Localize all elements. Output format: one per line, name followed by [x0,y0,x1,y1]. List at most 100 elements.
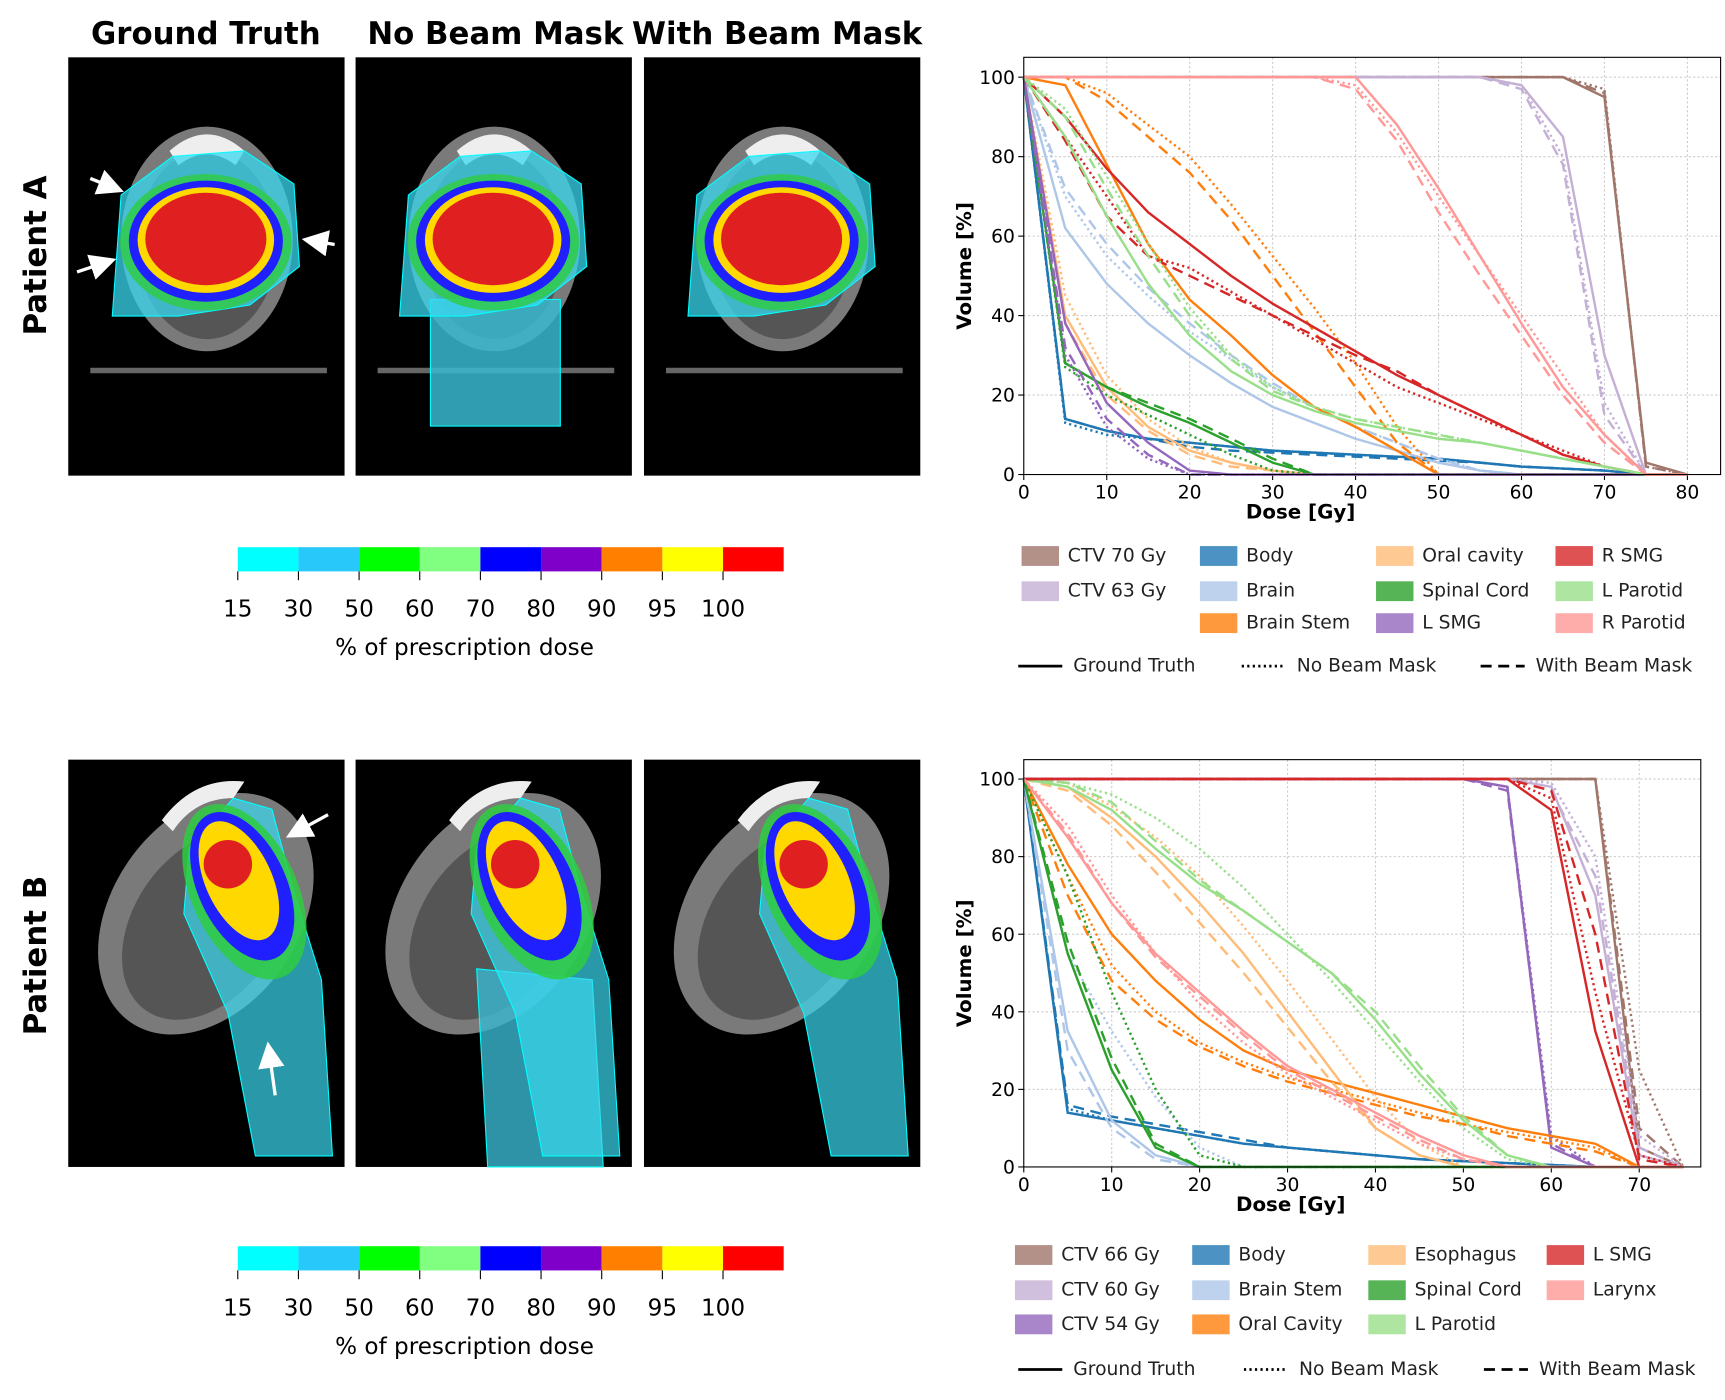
colorbar-segment [298,1246,360,1271]
y-tick-label: 80 [991,147,1015,168]
x-tick-label: 80 [1676,483,1700,504]
colorbar-tick-label: 60 [405,597,434,623]
x-tick-label: 70 [1593,483,1617,504]
plot-frame [1023,56,1722,476]
legend-swatch [1192,1314,1230,1335]
legend-swatch [1014,1245,1053,1265]
dvh-line [1022,778,1684,1169]
legend-label: R SMG [1602,545,1663,566]
dvh-line [1023,75,1688,476]
colorbar-segment [662,547,724,572]
y-axis-label: Volume [%] [953,899,976,1027]
colorbar-segment [601,547,663,572]
legend-swatch [1192,1245,1230,1265]
y-tick-label: 40 [991,1002,1015,1023]
column-title: No Beam Mask [367,16,624,52]
dose-image [340,751,646,1168]
x-tick-label: 30 [1276,1175,1300,1196]
colorbar-segment [601,1246,663,1271]
x-tick-label: 50 [1451,1175,1475,1196]
colorbar-segment [359,547,420,572]
colorbar-segment [419,547,481,572]
legend-swatch [1199,546,1238,566]
colorbar-segment [541,1246,602,1271]
dose-image [355,57,632,476]
dvh-line [1022,778,1684,1169]
legend-swatch [1555,613,1593,634]
legend-swatch [1199,581,1238,602]
legend-swatch [1376,546,1414,566]
colorbar-segment [419,1246,481,1271]
y-tick-label: 60 [991,227,1015,248]
legend-label: Larynx [1593,1280,1657,1301]
legend-swatch [1014,1280,1053,1301]
legend-swatch [1376,581,1414,602]
legend-swatch [1368,1280,1406,1301]
legend-label: L SMG [1422,613,1481,634]
colorbar-segment [723,547,784,572]
legend-label: Brain Stem [1246,613,1350,634]
legend-swatch [1021,546,1059,566]
colorbar-tick-label: 100 [701,597,745,623]
legend-swatch [1192,1280,1230,1301]
column-title: Ground Truth [91,16,321,52]
y-tick-label: 0 [1003,1158,1015,1179]
colorbar-tick-label: 15 [223,1296,252,1322]
colorbar-tick-label: 50 [344,597,373,623]
legend-label: Ground Truth [1073,1359,1195,1380]
legend-label: Spinal Cord [1422,581,1529,602]
patient-label: Patient A [18,175,54,335]
legend-label: L SMG [1593,1245,1652,1266]
colorbar-segment [662,1246,724,1271]
colorbar-tick-label: 50 [344,1296,373,1322]
colorbar-tick-label: 90 [587,597,616,623]
dvh-line [1023,76,1688,476]
legend-swatch [1546,1280,1585,1301]
colorbar-segment [298,547,360,572]
legend-label: Ground Truth [1073,656,1195,677]
dvh-line [1023,777,1684,1169]
dvh-chart: 0 10 20 30 40 50 60 70 0 20 40 60 80 100 Dose [Gy] Volu… [953,759,1702,1380]
x-tick-label: 40 [1344,483,1368,504]
colorbar-tick-label: 100 [701,1296,745,1322]
y-tick-label: 80 [991,847,1015,868]
legend-label: Oral Cavity [1238,1314,1342,1335]
dvh-line [1022,76,1688,476]
colorbar-tick-label: 95 [648,597,677,623]
legend-swatch [1546,1245,1585,1265]
dvh-line [1023,777,1684,1169]
colorbar-tick-label: 80 [526,597,555,623]
legend-label: Body [1238,1245,1285,1266]
colorbar-tick-label: 70 [466,1296,495,1322]
dvh-line [1022,778,1684,1169]
colorbar-segment [237,1246,299,1271]
legend-label: No Beam Mask [1299,1359,1439,1380]
x-tick-label: 10 [1095,483,1119,504]
legend-swatch [1199,613,1238,634]
legend-label: With Beam Mask [1539,1359,1696,1380]
x-tick-label: 20 [1178,483,1202,504]
legend-label: With Beam Mask [1536,656,1693,677]
legend-swatch [1014,1314,1053,1335]
dose-image [643,57,921,476]
x-tick-label: 10 [1100,1175,1124,1196]
legend-label: CTV 70 Gy [1068,545,1167,566]
dvh-line [1022,76,1688,476]
legend-swatch [1368,1314,1406,1335]
legend-label: L Parotid [1415,1314,1496,1335]
x-tick-label: 0 [1018,483,1030,504]
legend-swatch [1021,581,1059,602]
dvh-chart: 0 10 20 30 40 50 60 70 80 0 20 40 60 80 100 Dose [Gy] Vo… [953,56,1722,677]
dvh-line [1022,76,1688,476]
x-axis-label: Dose [Gy] [1246,501,1355,524]
legend-label: Brain Stem [1238,1280,1342,1301]
x-tick-label: 20 [1188,1175,1212,1196]
colorbar-tick-label: 60 [405,1296,434,1322]
y-axis-label: Volume [%] [953,202,976,330]
dvh-line [1023,777,1684,1169]
x-axis-label: Dose [Gy] [1236,1193,1345,1216]
colorbar-segment [723,1246,784,1271]
plot-frame [1023,759,1702,1168]
legend-label: CTV 54 Gy [1061,1314,1160,1335]
x-tick-label: 0 [1018,1175,1030,1196]
